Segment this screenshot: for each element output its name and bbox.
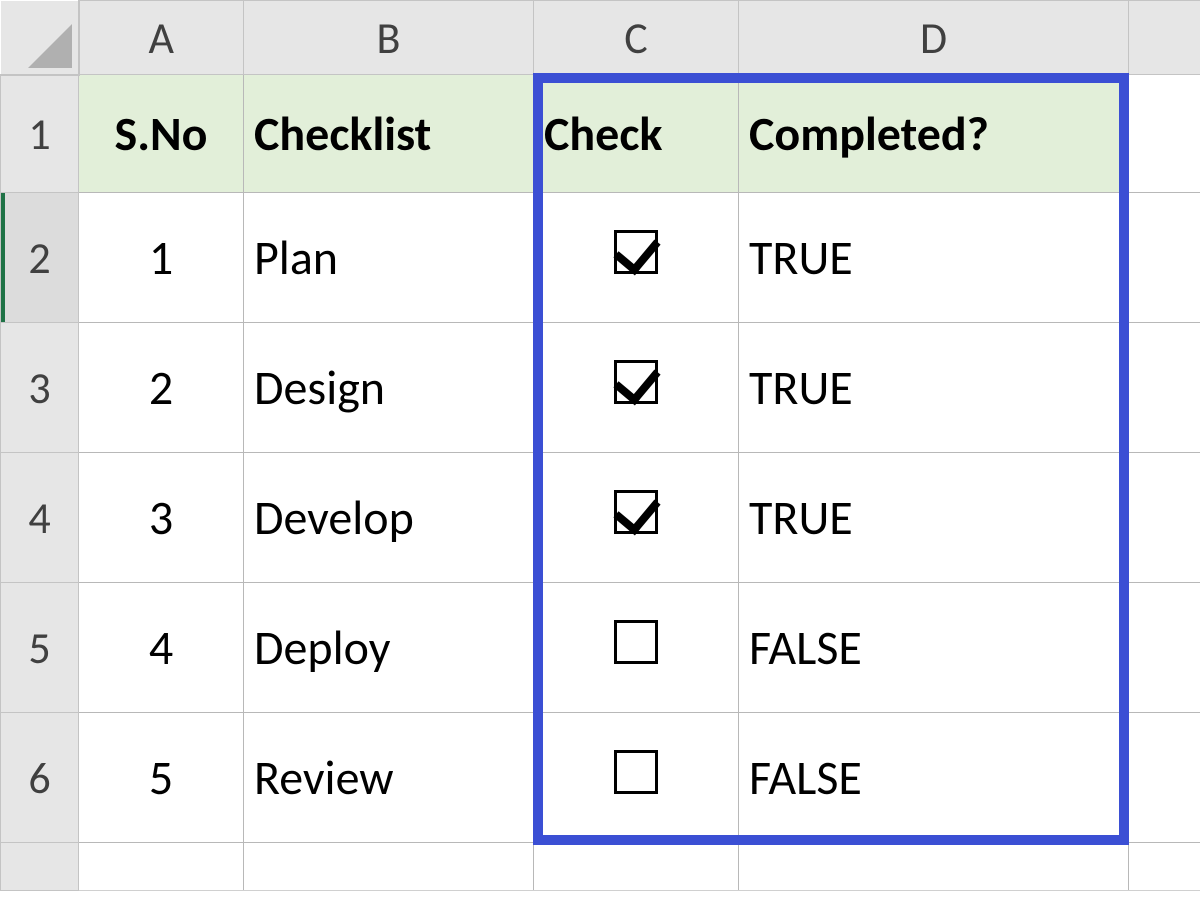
cell-D4[interactable]: TRUE xyxy=(739,453,1129,583)
checkbox-icon[interactable] xyxy=(614,620,658,664)
column-header-B[interactable]: B xyxy=(244,1,534,75)
cell-B6[interactable]: Review xyxy=(244,713,534,843)
row-header-5[interactable]: 5 xyxy=(1,583,79,713)
spreadsheet-viewport: A B C D 1 S.No Checklist Check Completed… xyxy=(0,0,1200,900)
cell-E5[interactable] xyxy=(1129,583,1200,713)
row-header-empty[interactable] xyxy=(1,843,79,891)
spreadsheet-grid: A B C D 1 S.No Checklist Check Completed… xyxy=(0,0,1200,891)
cell-empty[interactable] xyxy=(739,843,1129,891)
row-header-2[interactable]: 2 xyxy=(1,193,79,323)
checkbox-icon[interactable] xyxy=(614,750,658,794)
cell-B5[interactable]: Deploy xyxy=(244,583,534,713)
cell-C6[interactable] xyxy=(534,713,739,843)
select-all-corner[interactable] xyxy=(1,1,79,75)
cell-C2[interactable] xyxy=(534,193,739,323)
cell-A1[interactable]: S.No xyxy=(79,75,244,193)
cell-empty[interactable] xyxy=(79,843,244,891)
table-row: 1 S.No Checklist Check Completed? xyxy=(1,75,1200,193)
cell-D6[interactable]: FALSE xyxy=(739,713,1129,843)
column-header-A[interactable]: A xyxy=(79,1,244,75)
cell-B1[interactable]: Checklist xyxy=(244,75,534,193)
cell-D3[interactable]: TRUE xyxy=(739,323,1129,453)
select-all-triangle-icon xyxy=(28,24,72,68)
column-header-empty[interactable] xyxy=(1129,1,1200,75)
cell-A2[interactable]: 1 xyxy=(79,193,244,323)
cell-A4[interactable]: 3 xyxy=(79,453,244,583)
row-header-3[interactable]: 3 xyxy=(1,323,79,453)
checkbox-icon[interactable] xyxy=(614,490,658,534)
cell-D2[interactable]: TRUE xyxy=(739,193,1129,323)
column-header-D[interactable]: D xyxy=(739,1,1129,75)
cell-B2[interactable]: Plan xyxy=(244,193,534,323)
table-row: 2 1 Plan TRUE xyxy=(1,193,1200,323)
checkbox-icon[interactable] xyxy=(614,360,658,404)
table-row: 5 4 Deploy FALSE xyxy=(1,583,1200,713)
cell-A6[interactable]: 5 xyxy=(79,713,244,843)
row-header-6[interactable]: 6 xyxy=(1,713,79,843)
cell-C4[interactable] xyxy=(534,453,739,583)
column-header-C[interactable]: C xyxy=(534,1,739,75)
cell-D1[interactable]: Completed? xyxy=(739,75,1129,193)
table-row: 4 3 Develop TRUE xyxy=(1,453,1200,583)
cell-empty[interactable] xyxy=(244,843,534,891)
cell-E6[interactable] xyxy=(1129,713,1200,843)
table-row: 6 5 Review FALSE xyxy=(1,713,1200,843)
column-header-row: A B C D xyxy=(1,1,1200,75)
row-header-4[interactable]: 4 xyxy=(1,453,79,583)
cell-C3[interactable] xyxy=(534,323,739,453)
cell-C5[interactable] xyxy=(534,583,739,713)
cell-E3[interactable] xyxy=(1129,323,1200,453)
cell-E2[interactable] xyxy=(1129,193,1200,323)
cell-A3[interactable]: 2 xyxy=(79,323,244,453)
table-row: 3 2 Design TRUE xyxy=(1,323,1200,453)
checkbox-icon[interactable] xyxy=(614,230,658,274)
cell-empty[interactable] xyxy=(534,843,739,891)
cell-B4[interactable]: Develop xyxy=(244,453,534,583)
cell-A5[interactable]: 4 xyxy=(79,583,244,713)
cell-E4[interactable] xyxy=(1129,453,1200,583)
cell-C1[interactable]: Check xyxy=(534,75,739,193)
table-row-empty xyxy=(1,843,1200,891)
cell-empty[interactable] xyxy=(1129,843,1200,891)
cell-B3[interactable]: Design xyxy=(244,323,534,453)
cell-E1[interactable] xyxy=(1129,75,1200,193)
row-header-1[interactable]: 1 xyxy=(1,75,79,193)
cell-D5[interactable]: FALSE xyxy=(739,583,1129,713)
